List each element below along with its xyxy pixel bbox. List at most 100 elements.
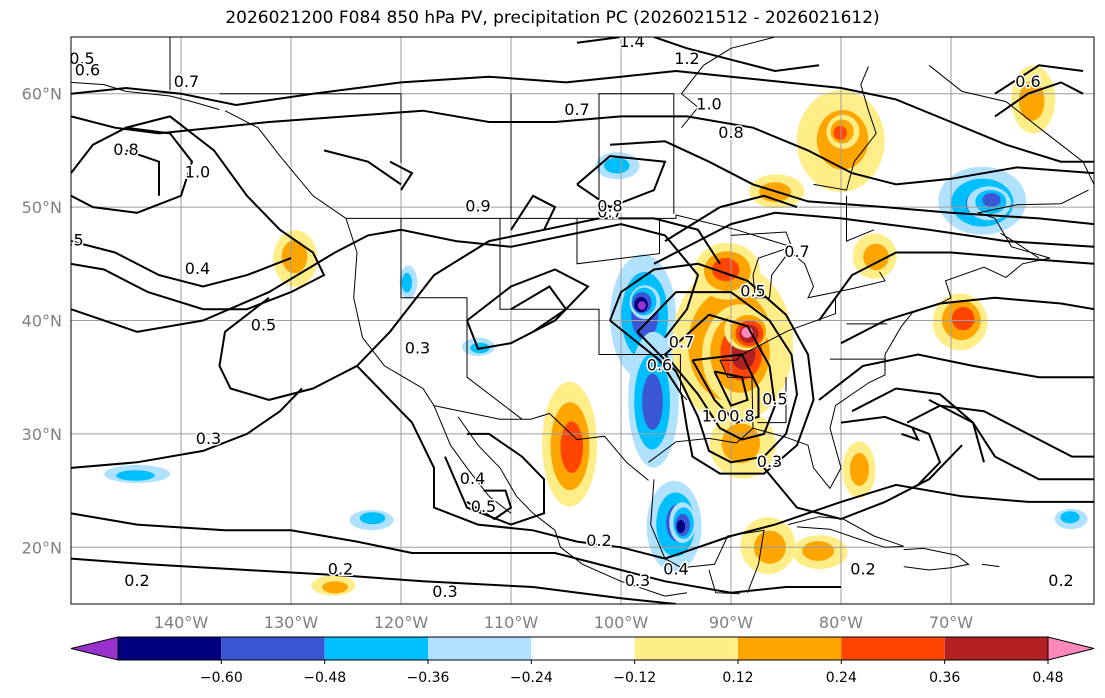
coastline [813,66,877,191]
precip-blob [349,509,394,531]
pv-contour [653,211,1094,265]
precip-blob [842,441,876,499]
pv-contour [71,115,326,311]
lon-tick-label: 100°W [594,613,649,632]
precip-blob [826,114,860,149]
colorbar-frame [117,636,1049,661]
contour-label: 0.7 [564,100,589,119]
contour-label: 0.2 [850,560,875,579]
precip-level [849,452,870,486]
pv-contour [928,399,1094,481]
pv-contour [576,155,667,209]
precip-blob [932,293,988,351]
contour-label: 1.0 [702,406,727,425]
coastline [457,416,688,597]
contour-label: 0.5 [58,231,83,250]
contour-label: 0.3 [196,429,221,448]
coastline [788,516,904,548]
lon-tick-label: 130°W [264,613,319,632]
colorbar-segment [841,637,945,660]
colorbar: −0.60 −0.48 −0.36 −0.24 −0.12 0.12 0.24 0.36 0.4… [70,636,1095,686]
coastline [433,405,649,481]
pv-contour [218,217,721,401]
contour-label: 0.8 [113,140,138,159]
coastline [680,37,776,129]
contour-label: 0.6 [75,61,100,80]
precip-level [401,272,412,293]
contour-label: 0.5 [740,282,765,301]
lat-tick-label: 60°N [22,85,62,104]
coastline [598,93,675,219]
lon-tick-label: 110°W [484,613,539,632]
precip-level [1060,511,1080,524]
pv-contour [444,432,545,526]
coastline [650,479,765,593]
precip-level [560,421,584,473]
colorbar-segment [324,637,428,660]
contour-label: 0.8 [718,123,743,142]
pv-contour [71,557,677,604]
pv-contour [576,37,622,44]
colorbar-segment [428,637,532,660]
precip-level [676,520,685,533]
pv-contour [356,365,1094,560]
map-frame [70,36,1095,605]
contour-label: 0.6 [1015,72,1040,91]
precip-blob [792,535,848,570]
precip-blob [311,575,356,596]
contour-label: 0.7 [597,202,622,221]
contour-label: 0.3 [625,571,650,590]
pv-contour [901,427,920,442]
contour-label: 0.4 [460,469,485,488]
pv-contour [840,296,1094,345]
colorbar-segment [634,637,738,660]
colorbar-segment [221,637,325,660]
contour-label: 0.8 [597,197,622,216]
colorbar-tick-label: −0.24 [510,670,553,686]
pv-contour [664,194,798,242]
pv-contour [389,160,414,191]
contour-label: 0.7 [784,242,809,261]
pv-contour [466,268,590,351]
precip-blob [399,265,418,300]
pv-contour [763,444,963,521]
precip-blob [852,233,897,279]
precip-blob [629,285,661,320]
precip-level [982,193,1001,207]
precip-level [281,240,308,274]
pv-contour [71,240,292,288]
coastline [1000,232,1040,259]
coastline [346,214,792,248]
pv-contour [636,291,799,464]
colorbar-segment [118,637,222,660]
coastline [730,231,886,299]
precip-blob [669,502,696,544]
colorbar-tick-label: 0.12 [722,670,753,686]
coastline [576,218,660,265]
pv-contour [71,512,841,594]
contour-label: 0.2 [124,571,149,590]
precip-level [951,306,975,331]
coastline [846,195,875,242]
pv-contour [71,223,700,339]
contour-label: 0.7 [174,72,199,91]
contour-label: 0.5 [471,497,496,516]
precip-level [116,470,155,481]
contour-label: 0.8 [729,406,754,425]
contour-label: 0.9 [465,197,490,216]
coastline [981,563,1000,568]
contour-label: 0.2 [586,531,611,550]
contour-label: 1.2 [674,49,699,68]
coastline [400,218,523,420]
precip-level [642,373,663,430]
lon-tick-label: 140°W [154,613,209,632]
pv-contour [851,387,985,463]
contour-label: 0.5 [762,389,787,408]
coastline [903,547,970,571]
lat-tick-label: 30°N [22,425,62,444]
lat-tick-label: 40°N [22,312,62,331]
pv-contour [840,415,942,486]
lon-tick-label: 80°W [819,613,863,632]
colorbar-tick-label: 0.48 [1032,670,1063,686]
colorbar-extend-max [1047,636,1095,661]
